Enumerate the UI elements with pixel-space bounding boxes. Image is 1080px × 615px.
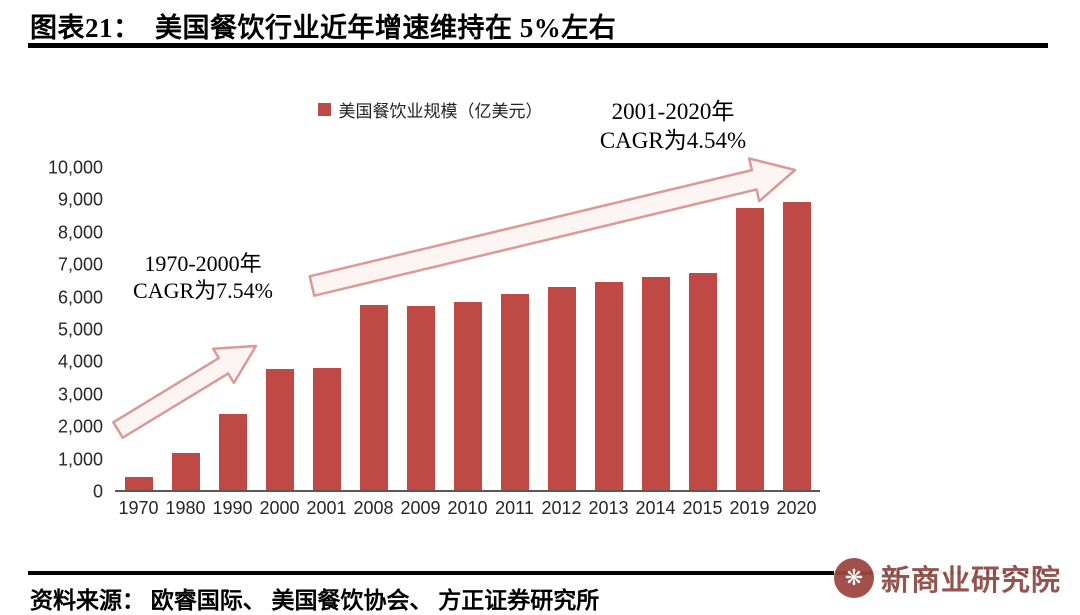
chart-legend: 美国餐饮业规模（亿美元） [80, 97, 780, 122]
bar-2020 [782, 201, 811, 490]
annotation-line: CAGR为4.54% [599, 128, 747, 153]
bar-1970 [124, 477, 153, 490]
x-tick-label: 2008 [353, 498, 394, 518]
bar-2000 [265, 369, 294, 490]
bars-container [115, 168, 820, 490]
bar-column [679, 168, 726, 490]
bar-1980 [171, 452, 200, 490]
bar-2001 [312, 367, 341, 490]
annotation-cagr-2001-2020: 2001-2020年 CAGR为4.54% [582, 97, 764, 155]
bar-2015 [688, 272, 717, 490]
y-axis: 0 1,000 2,000 3,000 4,000 5,000 6,000 7,000 8,00… [25, 158, 103, 502]
bar-column [491, 168, 538, 490]
y-tick-label: 1,000 [57, 449, 103, 470]
bar-column [726, 168, 773, 490]
bar-2014 [641, 277, 670, 490]
legend-swatch [317, 103, 331, 116]
annotation-line: CAGR为7.54% [133, 278, 273, 303]
y-tick-label: 0 [92, 481, 103, 502]
source-divider [28, 571, 1048, 575]
bar-2010 [453, 301, 482, 490]
bar-column [256, 168, 303, 490]
y-tick-label: 8,000 [57, 222, 103, 243]
bar-2009 [406, 306, 435, 490]
bar-column [585, 168, 632, 490]
x-tick-label: 2010 [447, 498, 488, 518]
y-tick-label: 4,000 [57, 351, 103, 372]
x-tick-label: 1970 [118, 498, 159, 518]
bar-column [632, 168, 679, 490]
annotation-line: 1970-2000年 [144, 251, 262, 276]
bar-2013 [594, 282, 623, 490]
annotation-line: 2001-2020年 [611, 99, 735, 124]
source-text: 资料来源： 欧睿国际、 美国餐饮协会、 方正证券研究所 [30, 588, 600, 613]
bar-column [773, 168, 820, 490]
legend-label: 美国餐饮业规模（亿美元） [338, 102, 543, 121]
bar-2011 [500, 293, 529, 490]
x-tick-label: 2001 [306, 498, 347, 518]
bar-1990 [218, 414, 247, 490]
x-tick-label: 1980 [165, 498, 206, 518]
y-tick-label: 2,000 [57, 416, 103, 437]
bar-column [538, 168, 585, 490]
y-tick-label: 10,000 [47, 157, 103, 178]
x-tick-label: 2014 [635, 498, 676, 518]
watermark: ❋ 新商业研究院 [834, 551, 1080, 605]
x-tick-label: 2011 [495, 498, 534, 518]
y-tick-label: 7,000 [57, 254, 103, 275]
x-tick-label: 2013 [588, 498, 629, 518]
x-tick-label: 2020 [776, 498, 817, 518]
watermark-text: 新商业研究院 [881, 565, 1062, 597]
bar-column [115, 168, 162, 490]
x-tick-label: 2015 [682, 498, 723, 518]
bar-column [162, 168, 209, 490]
y-tick-label: 5,000 [57, 319, 103, 340]
bar-2008 [359, 304, 388, 490]
plot-area [115, 168, 820, 492]
bar-column [397, 168, 444, 490]
x-tick-label: 2000 [259, 498, 300, 518]
bar-2019 [735, 208, 764, 490]
y-tick-label: 6,000 [57, 287, 103, 308]
y-tick-label: 3,000 [57, 384, 103, 405]
bar-column [350, 168, 397, 490]
x-tick-label: 1990 [212, 498, 253, 518]
x-tick-label: 2009 [400, 498, 441, 518]
bar-column [444, 168, 491, 490]
x-tick-label: 2012 [541, 498, 582, 518]
flower-swirl-icon: ❋ [834, 558, 874, 598]
bar-column [303, 168, 350, 490]
annotation-cagr-1970-2000: 1970-2000年 CAGR为7.54% [110, 250, 296, 304]
figure-title: 图表21： 美国餐饮行业近年增速维持在 5%左右 [30, 13, 617, 43]
y-tick-label: 9,000 [57, 189, 103, 210]
title-underline [28, 43, 1048, 48]
bar-2012 [547, 287, 576, 490]
x-tick-label: 2019 [729, 498, 770, 518]
bar-column [209, 168, 256, 490]
x-axis: 1970 1980 1990 2000 2001 2008 2009 2010 2011 2012… [115, 498, 820, 519]
